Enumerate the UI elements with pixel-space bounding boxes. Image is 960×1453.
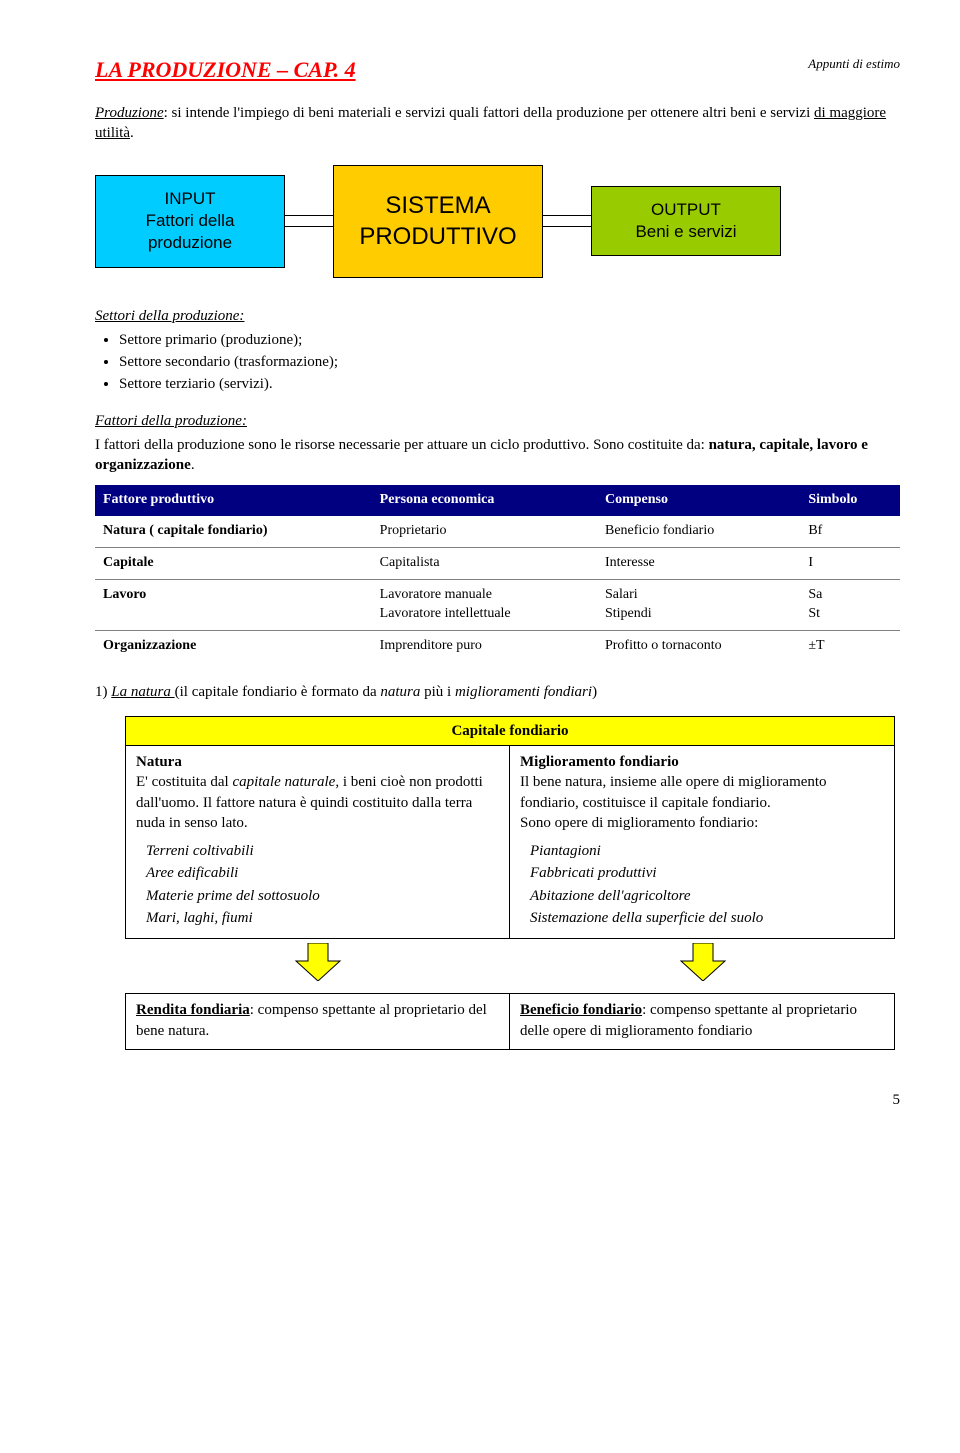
table-cell: SaSt [800, 579, 900, 630]
natura-t1: (il capitale fondiario è formato da [175, 684, 381, 700]
table-cell: Capitale [95, 548, 372, 580]
cap-col-natura: Natura E' costituita dal capitale natura… [126, 746, 510, 938]
definition-paragraph: Produzione: si intende l'impiego di beni… [95, 103, 900, 144]
fattori-heading: Fattori della produzione: [95, 411, 900, 431]
connector-icon [284, 215, 334, 227]
table-header-row: Fattore produttivo Persona economica Com… [95, 485, 900, 516]
table-cell: I [800, 548, 900, 580]
flow-output-box: OUTPUT Beni e servizi [591, 186, 781, 256]
natura-lead: 1) [95, 684, 111, 700]
flow-output-l2: Beni e servizi [608, 221, 764, 243]
fattori-text-a: I fattori della produzione sono le risor… [95, 437, 709, 453]
list-item: Terreni coltivabili [146, 841, 499, 861]
result-right-h: Beneficio fondiario [520, 1002, 642, 1018]
cap-right-body: Il bene natura, insieme alle opere di mi… [520, 774, 827, 831]
table-cell: Imprenditore puro [372, 630, 597, 661]
th: Persona economica [372, 485, 597, 516]
flow-input-l2: Fattori della produzione [112, 210, 268, 254]
table-cell: Organizzazione [95, 630, 372, 661]
fattori-paragraph: I fattori della produzione sono le risor… [95, 435, 900, 476]
table-cell: Bf [800, 516, 900, 547]
result-right: Beneficio fondiario: compenso spettante … [510, 994, 894, 1049]
table-cell: Lavoro [95, 579, 372, 630]
table-cell: Beneficio fondiario [597, 516, 800, 547]
table-row: OrganizzazioneImprenditore puroProfitto … [95, 630, 900, 661]
cap-left-b1em: capitale naturale [232, 774, 335, 790]
natura-em2: miglioramenti fondiari [455, 684, 592, 700]
th: Compenso [597, 485, 800, 516]
flow-system-box: SISTEMA PRODUTTIVO [333, 165, 543, 277]
table-cell: Proprietario [372, 516, 597, 547]
arrow-down-icon [679, 943, 727, 981]
cap-right-list: PiantagioniFabbricati produttivi Abitazio… [520, 841, 884, 928]
list-item: Fabbricati produttivi [530, 863, 884, 883]
capitale-fondiario-block: Capitale fondiario Natura E' costituita … [125, 716, 895, 939]
natura-intro: 1) La natura (il capitale fondiario è fo… [95, 682, 900, 702]
fattori-text-c: . [191, 457, 195, 473]
arrow-left [125, 939, 510, 993]
list-item: Materie prime del sottosuolo [146, 886, 499, 906]
settori-heading: Settori della produzione: [95, 306, 900, 326]
settori-list: Settore primario (produzione); Settore s… [119, 330, 900, 395]
cap-left-list: Terreni coltivabiliAree edificabili Mater… [136, 841, 499, 928]
header-note: Appunti di estimo [808, 55, 900, 73]
arrow-down-icon [294, 943, 342, 981]
capitale-fondiario-title: Capitale fondiario [125, 716, 895, 745]
header-row: LA PRODUZIONE – CAP. 4 Appunti di estimo [95, 55, 900, 103]
list-item: Aree edificabili [146, 863, 499, 883]
table-cell: Interesse [597, 548, 800, 580]
definition-end: . [130, 125, 134, 141]
table-cell: ±T [800, 630, 900, 661]
natura-t3: ) [592, 684, 597, 700]
flow-input-box: INPUT Fattori della produzione [95, 175, 285, 267]
arrow-right [510, 939, 895, 993]
page-number: 5 [95, 1090, 900, 1110]
list-item: Settore secondario (trasformazione); [119, 352, 900, 372]
table-row: CapitaleCapitalistaInteresseI [95, 548, 900, 580]
result-grid: Rendita fondiaria: compenso spettante al… [125, 993, 895, 1050]
table-cell: SalariStipendi [597, 579, 800, 630]
down-arrows [125, 939, 895, 993]
table-row: LavoroLavoratore manualeLavoratore intel… [95, 579, 900, 630]
flow-diagram: INPUT Fattori della produzione SISTEMA P… [95, 165, 900, 277]
page-title: LA PRODUZIONE – CAP. 4 [95, 55, 356, 85]
flow-output-l1: OUTPUT [608, 199, 764, 221]
cap-col-miglioramento: Miglioramento fondiario Il bene natura, … [510, 746, 894, 938]
th: Simbolo [800, 485, 900, 516]
list-item: Settore terziario (servizi). [119, 374, 900, 394]
definition-term: Produzione [95, 105, 164, 121]
list-item: Abitazione dell'agricoltore [530, 886, 884, 906]
cap-left-b1: E' costituita dal [136, 774, 232, 790]
result-left: Rendita fondiaria: compenso spettante al… [126, 994, 510, 1049]
table-cell: Capitalista [372, 548, 597, 580]
result-left-h: Rendita fondiaria [136, 1002, 250, 1018]
natura-t2: più i [420, 684, 455, 700]
flow-system-l1: SISTEMA [346, 190, 530, 221]
flow-input-l1: INPUT [112, 188, 268, 210]
connector-icon [542, 215, 592, 227]
table-cell: Natura ( capitale fondiario) [95, 516, 372, 547]
list-item: Mari, laghi, fiumi [146, 908, 499, 928]
fattori-table: Fattore produttivo Persona economica Com… [95, 485, 900, 661]
list-item: Piantagioni [530, 841, 884, 861]
natura-u: La natura [111, 684, 174, 700]
table-cell: Lavoratore manualeLavoratore intellettua… [372, 579, 597, 630]
natura-em1: natura [380, 684, 420, 700]
cap-right-h: Miglioramento fondiario [520, 754, 679, 770]
capitale-fondiario-result: Rendita fondiaria: compenso spettante al… [125, 993, 895, 1050]
definition-text: : si intende l'impiego di beni materiali… [164, 105, 814, 121]
list-item: Sistemazione della superficie del suolo [530, 908, 884, 928]
capitale-fondiario-grid: Natura E' costituita dal capitale natura… [125, 745, 895, 939]
list-item: Settore primario (produzione); [119, 330, 900, 350]
flow-system-l2: PRODUTTIVO [346, 221, 530, 252]
th: Fattore produttivo [95, 485, 372, 516]
table-row: Natura ( capitale fondiario)Proprietario… [95, 516, 900, 547]
cap-left-h: Natura [136, 754, 182, 770]
table-cell: Profitto o tornaconto [597, 630, 800, 661]
